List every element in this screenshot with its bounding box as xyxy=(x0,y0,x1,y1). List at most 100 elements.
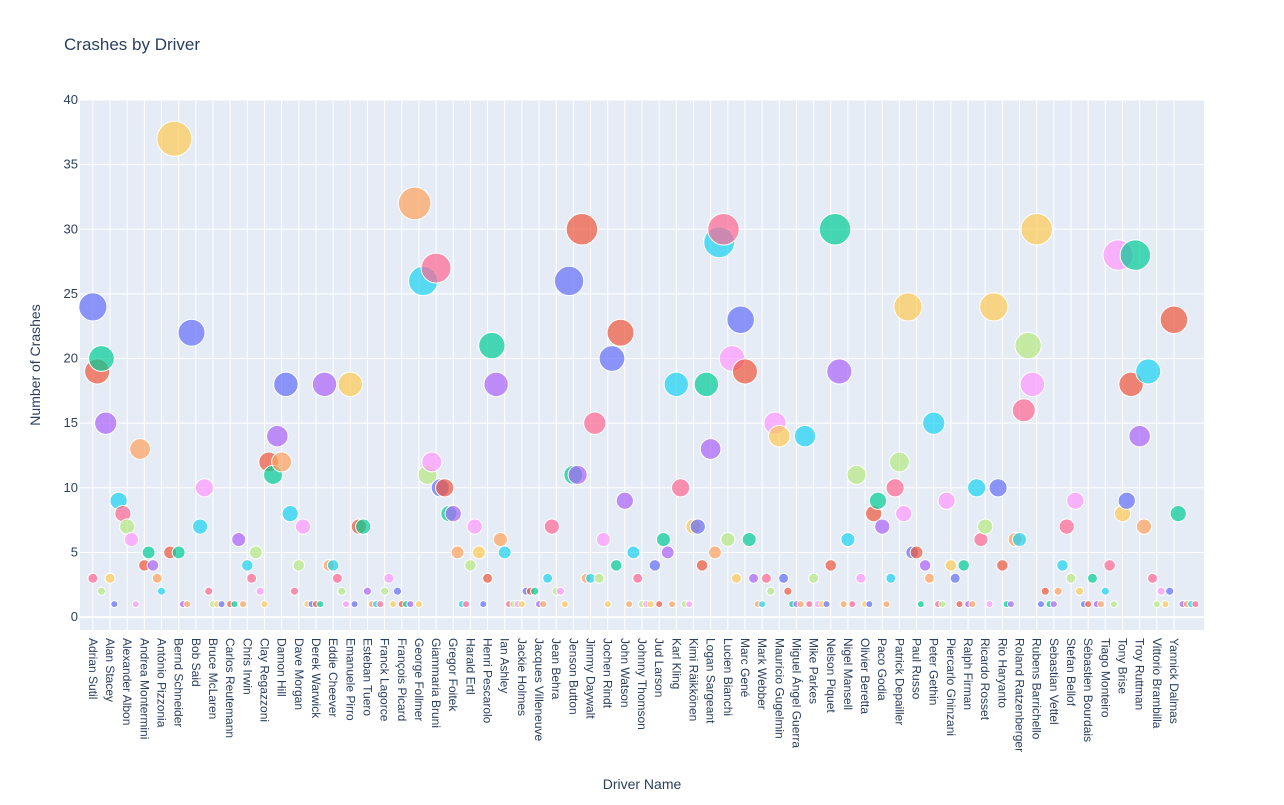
data-point[interactable] xyxy=(663,371,690,398)
data-point[interactable] xyxy=(846,464,867,485)
data-point[interactable] xyxy=(420,252,452,284)
data-point[interactable] xyxy=(171,545,186,560)
data-point[interactable] xyxy=(1011,398,1036,423)
data-point[interactable] xyxy=(1165,586,1175,596)
data-point[interactable] xyxy=(868,491,888,510)
data-point[interactable] xyxy=(874,518,891,535)
data-point[interactable] xyxy=(94,411,118,435)
data-point[interactable] xyxy=(818,213,852,246)
data-point[interactable] xyxy=(648,559,662,572)
data-point[interactable] xyxy=(129,438,151,460)
data-point[interactable] xyxy=(583,411,607,435)
data-point[interactable] xyxy=(255,586,265,596)
data-point[interactable] xyxy=(840,531,856,548)
data-point[interactable] xyxy=(560,600,569,609)
data-point[interactable] xyxy=(1065,572,1077,584)
data-point[interactable] xyxy=(567,464,588,485)
data-point[interactable] xyxy=(565,213,599,246)
data-point[interactable] xyxy=(731,358,759,385)
data-point[interactable] xyxy=(793,424,817,448)
data-point[interactable] xyxy=(146,559,160,572)
data-point[interactable] xyxy=(760,572,772,584)
data-point[interactable] xyxy=(822,600,831,609)
data-point[interactable] xyxy=(421,451,443,473)
data-point[interactable] xyxy=(104,572,116,584)
data-point[interactable] xyxy=(141,545,156,560)
data-point[interactable] xyxy=(996,559,1009,572)
data-point[interactable] xyxy=(1103,559,1116,572)
data-point[interactable] xyxy=(479,600,488,609)
data-point[interactable] xyxy=(376,600,385,609)
data-point[interactable] xyxy=(331,572,343,584)
data-point[interactable] xyxy=(294,518,312,535)
data-point[interactable] xyxy=(707,545,722,560)
data-point[interactable] xyxy=(1006,600,1015,609)
data-point[interactable] xyxy=(450,545,465,560)
data-point[interactable] xyxy=(555,586,566,596)
data-point[interactable] xyxy=(1084,600,1093,609)
data-point[interactable] xyxy=(768,424,791,448)
data-point[interactable] xyxy=(693,371,720,398)
data-point[interactable] xyxy=(1159,305,1189,335)
data-point[interactable] xyxy=(893,292,923,322)
data-point[interactable] xyxy=(957,559,971,572)
data-point[interactable] xyxy=(1161,600,1170,609)
data-point[interactable] xyxy=(1117,491,1136,510)
data-point[interactable] xyxy=(1053,586,1063,596)
data-point[interactable] xyxy=(949,572,961,584)
data-point[interactable] xyxy=(805,600,814,609)
data-point[interactable] xyxy=(1119,239,1152,271)
data-point[interactable] xyxy=(626,545,641,560)
data-point[interactable] xyxy=(593,572,605,584)
data-point[interactable] xyxy=(916,600,925,609)
data-point[interactable] xyxy=(968,600,977,609)
data-point[interactable] xyxy=(88,345,115,372)
data-point[interactable] xyxy=(483,371,509,398)
data-point[interactable] xyxy=(292,559,306,572)
data-point[interactable] xyxy=(1058,518,1075,535)
data-point[interactable] xyxy=(337,586,347,596)
data-point[interactable] xyxy=(885,478,905,498)
data-point[interactable] xyxy=(482,572,494,584)
data-point[interactable] xyxy=(1109,600,1118,609)
data-point[interactable] xyxy=(888,451,910,473)
data-point[interactable] xyxy=(824,559,838,572)
data-point[interactable] xyxy=(1075,586,1085,596)
data-point[interactable] xyxy=(492,531,508,548)
data-point[interactable] xyxy=(110,600,119,609)
data-point[interactable] xyxy=(248,545,263,560)
data-point[interactable] xyxy=(156,120,193,157)
data-point[interactable] xyxy=(625,600,634,609)
data-point[interactable] xyxy=(882,600,891,609)
data-point[interactable] xyxy=(1056,559,1069,572)
data-point[interactable] xyxy=(726,305,755,335)
data-point[interactable] xyxy=(177,318,206,347)
data-point[interactable] xyxy=(217,600,226,609)
data-point[interactable] xyxy=(865,600,874,609)
data-point[interactable] xyxy=(230,600,239,609)
data-point[interactable] xyxy=(497,545,512,560)
data-point[interactable] xyxy=(239,600,248,609)
data-point[interactable] xyxy=(1011,531,1028,548)
data-point[interactable] xyxy=(955,600,964,609)
data-point[interactable] xyxy=(397,186,432,221)
data-point[interactable] xyxy=(937,491,956,510)
data-point[interactable] xyxy=(615,491,634,510)
data-point[interactable] xyxy=(1097,600,1106,609)
data-point[interactable] xyxy=(204,586,214,596)
data-point[interactable] xyxy=(1147,572,1159,584)
data-point[interactable] xyxy=(273,371,299,398)
data-point[interactable] xyxy=(192,518,209,535)
data-point[interactable] xyxy=(1128,424,1151,448)
data-point[interactable] xyxy=(383,572,395,584)
data-point[interactable] xyxy=(741,531,757,548)
data-point[interactable] xyxy=(444,505,462,523)
data-point[interactable] xyxy=(241,559,254,572)
data-point[interactable] xyxy=(1049,600,1058,609)
data-point[interactable] xyxy=(979,292,1009,322)
data-point[interactable] xyxy=(355,518,372,535)
data-point[interactable] xyxy=(543,518,561,535)
data-point[interactable] xyxy=(414,600,423,609)
data-point[interactable] xyxy=(1135,358,1162,385)
data-point[interactable] xyxy=(246,572,258,584)
